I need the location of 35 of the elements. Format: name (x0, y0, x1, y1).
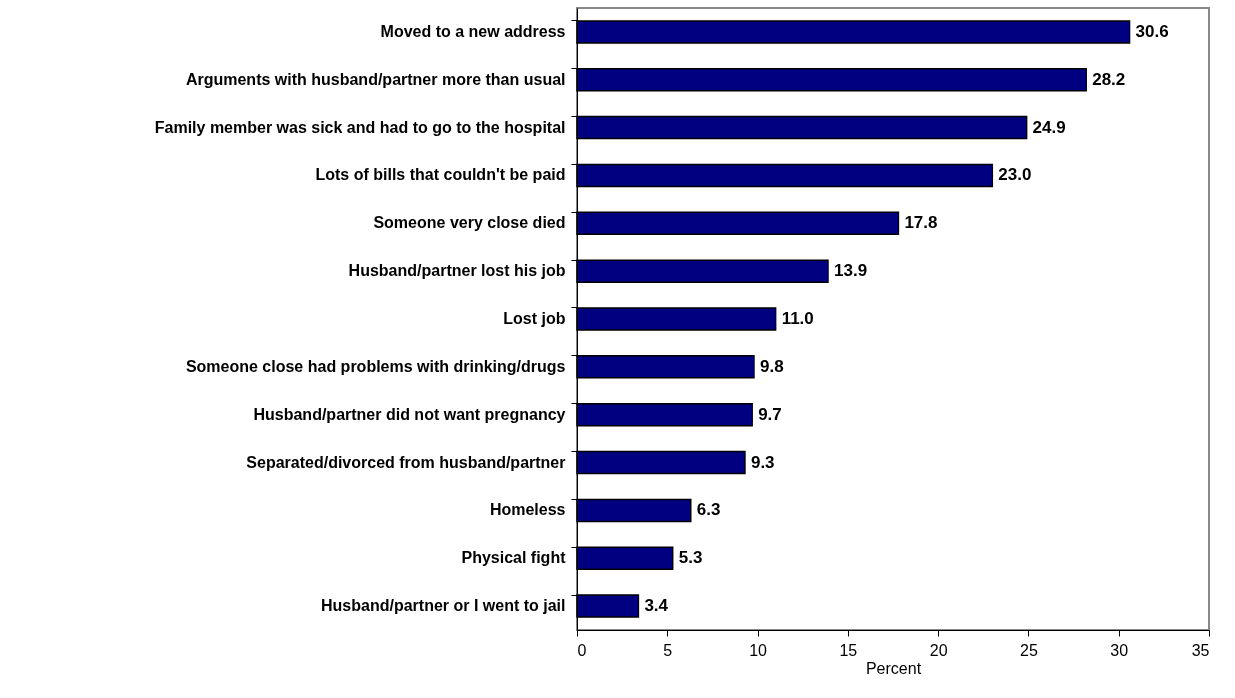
x-tick-label: 10 (749, 641, 768, 659)
data-label: 13.9 (833, 261, 868, 281)
y-tick-label: Arguments with husband/partner more than usual (185, 70, 566, 88)
data-label: 9.8 (759, 356, 784, 376)
x-tick-label: 20 (929, 641, 948, 659)
data-label: 6.3 (696, 500, 721, 520)
data-label: 30.6 (1135, 21, 1169, 41)
data-label: 28.2 (1092, 69, 1126, 89)
y-tick-label: Homeless (489, 501, 566, 519)
data-label: 11.0 (781, 309, 814, 328)
x-tick-label: 5 (663, 641, 673, 659)
data-label: 9.7 (758, 404, 782, 424)
x-tick-label: 35 (1191, 641, 1210, 659)
y-tick-label: Someone close had problems with drinking/drugs (185, 357, 566, 375)
data-label: 3.4 (644, 596, 669, 616)
x-axis-title: Percent (865, 659, 922, 677)
y-tick-label: Family member was sick and had to go to the hospital (154, 118, 566, 136)
data-label: 5.3 (678, 548, 703, 568)
y-tick-label: Lost job (503, 310, 566, 327)
x-tick-label: 30 (1110, 641, 1129, 659)
y-tick-label: Husband/partner lost his job (348, 262, 566, 280)
data-label: 17.8 (904, 213, 938, 233)
x-tick-label: 0 (577, 641, 587, 659)
y-tick-label: Moved to a new address (380, 22, 566, 40)
y-tick-label: Husband/partner or I went to jail (321, 597, 566, 615)
data-label: 23.0 (998, 165, 1032, 185)
data-label: 24.9 (1032, 117, 1066, 137)
data-label: 9.3 (750, 452, 775, 472)
y-tick-label: Lots of bills that couldn't be paid (315, 166, 566, 184)
x-tick-label: 15 (839, 641, 858, 659)
y-tick-label: Husband/partner did not want pregnancy (253, 405, 566, 423)
y-tick-label: Separated/divorced from husband/partner (246, 453, 566, 471)
y-tick-label: Someone very close died (373, 214, 566, 232)
y-tick-label: Physical fight (461, 549, 567, 567)
x-tick-label: 25 (1020, 641, 1038, 659)
